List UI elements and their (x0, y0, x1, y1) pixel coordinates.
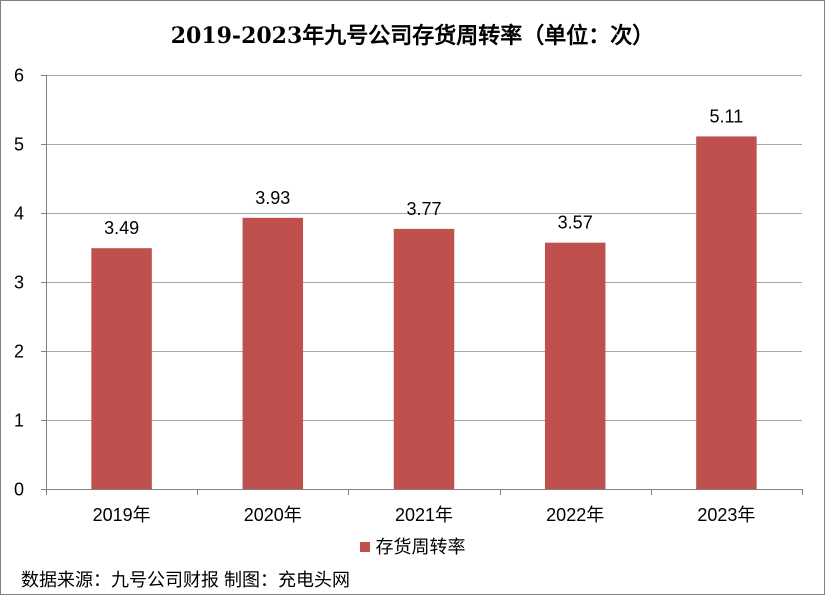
y-tick-label: 6 (14, 66, 24, 86)
bar (91, 248, 152, 489)
data-label: 3.93 (255, 188, 290, 208)
x-tick-label: 2020年 (244, 505, 302, 525)
bar (393, 228, 455, 489)
bar (696, 136, 757, 489)
data-label: 3.77 (406, 199, 441, 219)
data-label: 3.49 (104, 218, 139, 238)
y-tick-label: 2 (14, 342, 24, 362)
x-tick-label: 2021年 (395, 505, 453, 525)
x-tick-label: 2019年 (93, 505, 151, 525)
y-tick-label: 1 (14, 411, 24, 431)
y-tick-label: 4 (14, 204, 24, 224)
data-label: 3.57 (558, 213, 593, 233)
bar (242, 217, 304, 489)
y-tick-label: 3 (14, 273, 24, 293)
bar (544, 242, 606, 489)
legend-swatch (359, 542, 370, 552)
y-tick-label: 5 (14, 135, 24, 155)
chart-title: 2019-2023年九号公司存货周转率（单位：次） (170, 23, 655, 49)
x-tick-label: 2022年 (546, 505, 604, 525)
y-tick-label: 0 (14, 480, 24, 500)
legend-label: 存货周转率 (375, 537, 466, 557)
source-note: 数据来源：九号公司财报 制图：充电头网 (21, 570, 350, 590)
x-tick-label: 2023年 (697, 505, 755, 525)
data-label: 5.11 (710, 106, 744, 126)
legend: 存货周转率 (0, 533, 825, 559)
